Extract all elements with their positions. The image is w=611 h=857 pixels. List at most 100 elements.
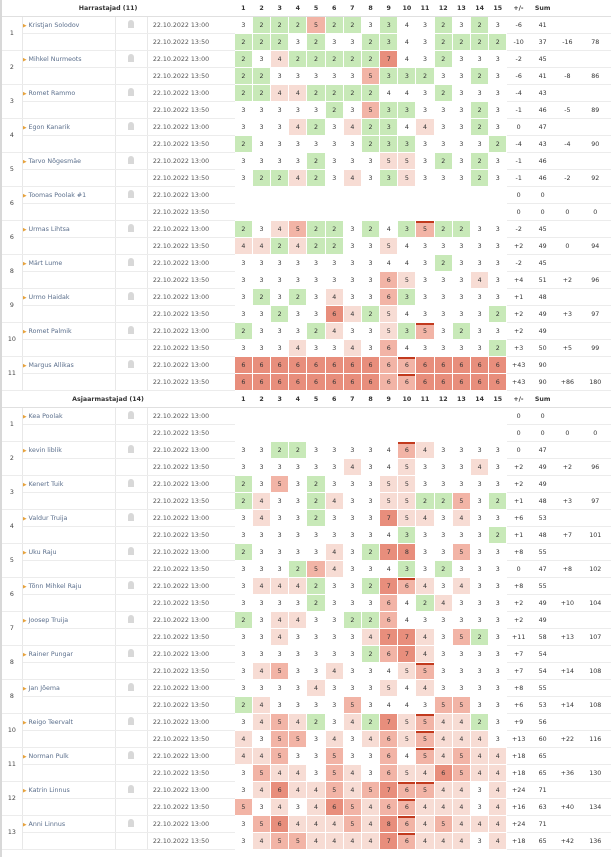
avatar-icon — [115, 713, 148, 731]
hole-score: 5 — [342, 815, 362, 833]
player-name-link[interactable]: ▶ Norman Pulk — [22, 747, 116, 765]
expand-arrow-icon[interactable]: ▶ — [22, 719, 27, 726]
expand-arrow-icon[interactable]: ▶ — [22, 90, 27, 97]
expand-arrow-icon[interactable]: ▶ — [22, 56, 27, 63]
hole-score: 3 — [433, 611, 453, 629]
hole-score: 2 — [469, 118, 490, 136]
player-name-link[interactable]: ▶ Valdur Truija — [22, 509, 116, 527]
hole-score: 2 — [433, 560, 453, 578]
hole-score: 3 — [415, 152, 435, 170]
empty-name-cell — [22, 203, 116, 221]
expand-arrow-icon[interactable]: ▶ — [22, 447, 27, 454]
player-name-link[interactable]: ▶ Margus Allikas — [22, 356, 116, 374]
player-name[interactable]: Norman Pulk — [28, 752, 69, 760]
total-par-diff: +5 — [555, 339, 580, 357]
round-date: 22.10.2022 13:50 — [147, 237, 215, 255]
hole-score: 3 — [324, 339, 344, 357]
expand-arrow-icon[interactable]: ▶ — [22, 787, 27, 794]
player-name-link[interactable]: ▶ Romet Rammo — [22, 84, 116, 102]
hole-score: 2 — [488, 135, 508, 153]
empty-name-cell — [22, 271, 116, 289]
total-par-diff: +40 — [555, 798, 580, 816]
player-name[interactable]: Rainer Pungar — [28, 650, 73, 658]
player-name[interactable]: Valdur Truija — [28, 514, 68, 522]
player-row: 10 ▶ Reigo Teervalt 22.10.2022 13:00 3 4 5 4 2 3 4… — [2, 713, 611, 748]
player-name-link[interactable]: ▶ Tarvo Nõgesmäe — [22, 152, 116, 170]
player-name-link[interactable]: ▶ kevin liblik — [22, 441, 116, 459]
expand-arrow-icon[interactable]: ▶ — [22, 617, 27, 624]
expand-arrow-icon[interactable]: ▶ — [22, 294, 27, 301]
player-name[interactable]: Kristjan Solodov — [28, 21, 80, 29]
player-name[interactable]: Urmo Haidak — [28, 293, 70, 301]
player-name-link[interactable]: ▶ Urmas Lihtsa — [22, 220, 116, 238]
player-name-link[interactable]: ▶ Tõnn Mihkel Raju — [22, 577, 116, 595]
hole-score: 4 — [360, 628, 381, 646]
round-date: 22.10.2022 13:00 — [147, 356, 215, 374]
hole-score: 5 — [379, 305, 399, 323]
total-par-diff: +2 — [555, 458, 580, 476]
expand-arrow-icon[interactable]: ▶ — [22, 413, 27, 420]
expand-arrow-icon[interactable]: ▶ — [22, 192, 27, 199]
player-name[interactable]: Katrin Linnus — [28, 786, 70, 794]
expand-arrow-icon[interactable]: ▶ — [22, 124, 27, 131]
player-name-link[interactable]: ▶ Anni Linnus — [22, 815, 116, 833]
player-name-link[interactable]: ▶ Kenert Tuik — [22, 475, 116, 493]
player-name[interactable]: Reigo Teervalt — [28, 718, 74, 726]
hole-score: 3 — [469, 509, 490, 527]
player-name[interactable]: Jan Jõema — [28, 684, 60, 692]
player-name-link[interactable]: ▶ Toomas Poolak #1 — [22, 186, 116, 204]
player-position: 10 — [2, 322, 23, 357]
expand-arrow-icon[interactable]: ▶ — [22, 821, 27, 828]
total-par-diff: +14 — [555, 662, 580, 680]
player-name-link[interactable]: ▶ Mihkel Nurmeots — [22, 50, 116, 68]
expand-arrow-icon[interactable]: ▶ — [22, 651, 27, 658]
player-name-link[interactable]: ▶ Märt Lume — [22, 254, 116, 272]
total-score — [579, 356, 611, 374]
player-name[interactable]: Urmas Lihtsa — [28, 225, 70, 233]
expand-arrow-icon[interactable]: ▶ — [22, 260, 27, 267]
player-name-link[interactable]: ▶ Kea Poolak — [22, 407, 116, 425]
player-name[interactable]: Anni Linnus — [28, 820, 66, 828]
player-name[interactable]: Märt Lume — [28, 259, 63, 267]
player-name[interactable]: Tõnn Mihkel Raju — [28, 582, 82, 590]
expand-arrow-icon[interactable]: ▶ — [22, 753, 27, 760]
player-name[interactable]: Romet Rammo — [28, 89, 76, 97]
player-name-link[interactable]: ▶ Romet Palmik — [22, 322, 116, 340]
player-name[interactable]: Romet Palmik — [28, 327, 72, 335]
player-name[interactable]: Uku Raju — [28, 548, 57, 556]
player-name[interactable]: Joosep Truija — [28, 616, 69, 624]
expand-arrow-icon[interactable]: ▶ — [22, 226, 27, 233]
player-name-link[interactable]: ▶ Uku Raju — [22, 543, 116, 561]
expand-arrow-icon[interactable]: ▶ — [22, 583, 27, 590]
expand-arrow-icon[interactable]: ▶ — [22, 685, 27, 692]
expand-arrow-icon[interactable]: ▶ — [22, 22, 27, 29]
player-name-link[interactable]: ▶ Rainer Pungar — [22, 645, 116, 663]
expand-arrow-icon[interactable]: ▶ — [22, 362, 27, 369]
expand-arrow-icon[interactable]: ▶ — [22, 515, 27, 522]
player-name[interactable]: Mihkel Nurmeots — [28, 55, 82, 63]
player-name[interactable]: kevin liblik — [28, 446, 62, 454]
player-name[interactable]: Tarvo Nõgesmäe — [28, 157, 81, 165]
expand-arrow-icon[interactable]: ▶ — [22, 158, 27, 165]
player-name[interactable]: Kenert Tuik — [28, 480, 64, 488]
player-name[interactable]: Kea Poolak — [28, 412, 63, 420]
expand-arrow-icon[interactable]: ▶ — [22, 549, 27, 556]
player-name-link[interactable]: ▶ Kristjan Solodov — [22, 16, 116, 34]
expand-arrow-icon[interactable]: ▶ — [22, 328, 27, 335]
player-name-link[interactable]: ▶ Jan Jõema — [22, 679, 116, 697]
player-name[interactable]: Egon Kanarik — [28, 123, 71, 131]
player-name[interactable]: Margus Allikas — [28, 361, 74, 369]
player-name-link[interactable]: ▶ Joosep Truija — [22, 611, 116, 629]
player-name-link[interactable]: ▶ Egon Kanarik — [22, 118, 116, 136]
hole-score: 3 — [342, 271, 362, 289]
hole-score: 2 — [251, 288, 272, 306]
round-sum: 90 — [530, 373, 556, 391]
player-name-link[interactable]: ▶ Reigo Teervalt — [22, 713, 116, 731]
player-name-link[interactable]: ▶ Katrin Linnus — [22, 781, 116, 799]
expand-arrow-icon[interactable]: ▶ — [22, 481, 27, 488]
player-name-link[interactable]: ▶ Urmo Haidak — [22, 288, 116, 306]
round-sum: 65 — [530, 747, 556, 765]
player-name[interactable]: Toomas Poolak #1 — [28, 191, 87, 199]
round-sum: 49 — [530, 475, 556, 493]
hole-score: 4 — [233, 237, 253, 255]
